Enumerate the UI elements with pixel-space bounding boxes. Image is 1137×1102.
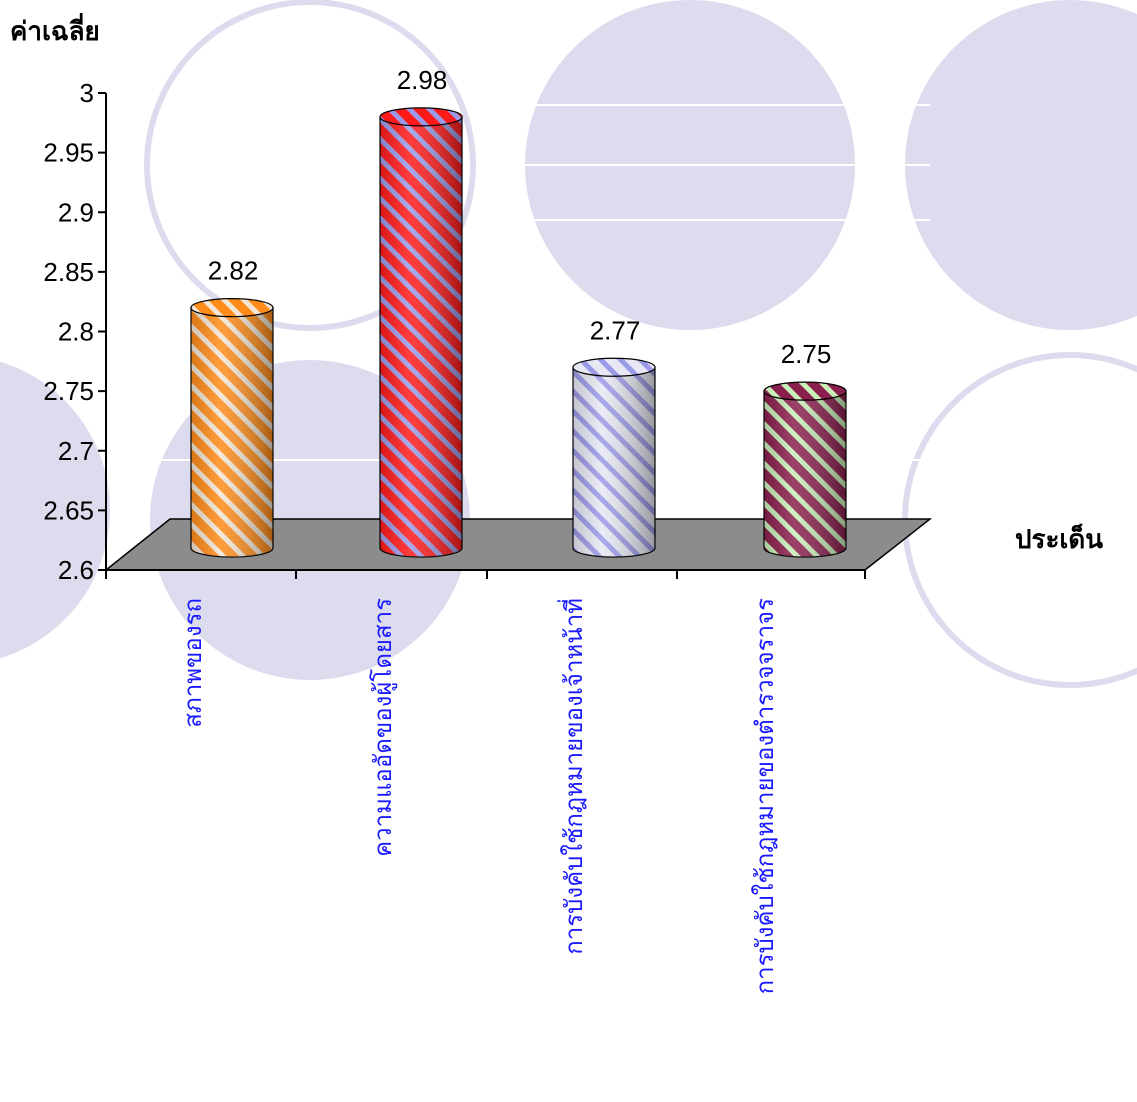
- y-tick-label: 3: [80, 78, 94, 108]
- bar-shading: [380, 116, 462, 557]
- bar-top: [379, 107, 463, 127]
- bar-top: [572, 357, 656, 377]
- bar-shading: [573, 367, 655, 557]
- data-label: 2.77: [590, 315, 641, 345]
- x-axis-title: ประเด็น: [1015, 523, 1103, 555]
- axes: ค่าเฉลี่ย ประเด็น 2.6 2.65 2.7 2.75 2.8 2.85 2…: [10, 12, 1103, 585]
- background-circle: [0, 361, 110, 659]
- data-label: 2.75: [781, 339, 832, 369]
- bar-top: [763, 381, 847, 401]
- data-label: 2.98: [397, 65, 448, 95]
- y-tick-label: 2.8: [58, 317, 94, 347]
- data-label: 2.82: [208, 256, 259, 286]
- bars: [190, 107, 847, 558]
- data-labels: 2.82 2.98 2.77 2.75: [208, 65, 832, 369]
- y-tick-label: 2.7: [58, 436, 94, 466]
- bar: [763, 381, 847, 558]
- bar: [572, 357, 656, 558]
- bar: [379, 107, 463, 558]
- y-tick-label: 2.85: [43, 257, 94, 287]
- bar-shading: [764, 391, 846, 557]
- bar: [190, 298, 274, 558]
- bar-top: [190, 298, 274, 318]
- category-label: การบังคับใช้กฎหมายของเจ้าหน้าที่: [557, 598, 588, 955]
- background-circle: [144, 0, 476, 331]
- background-decoration: [0, 0, 1137, 688]
- category-label: ความแออัดของผู้โดยสาร: [369, 598, 398, 857]
- background-circle: [905, 0, 1137, 330]
- y-tick-label: 2.9: [58, 197, 94, 227]
- category-labels: สภาพของรถ ความแออัดของผู้โดยสาร การบังคับใ…: [179, 598, 779, 994]
- category-label: สภาพของรถ: [179, 598, 207, 728]
- background-circle: [902, 352, 1137, 688]
- y-tick-label: 2.6: [58, 555, 94, 585]
- category-label: การบังคับใช้กฎหมายของตำรวจจราจร: [751, 598, 779, 994]
- y-tick-label: 2.65: [43, 495, 94, 525]
- y-axis-title: ค่าเฉลี่ย: [10, 12, 100, 47]
- bar-shading: [191, 307, 273, 557]
- y-tick-label: 2.75: [43, 376, 94, 406]
- chart-floor: [103, 518, 933, 579]
- y-tick-label: 2.95: [43, 138, 94, 168]
